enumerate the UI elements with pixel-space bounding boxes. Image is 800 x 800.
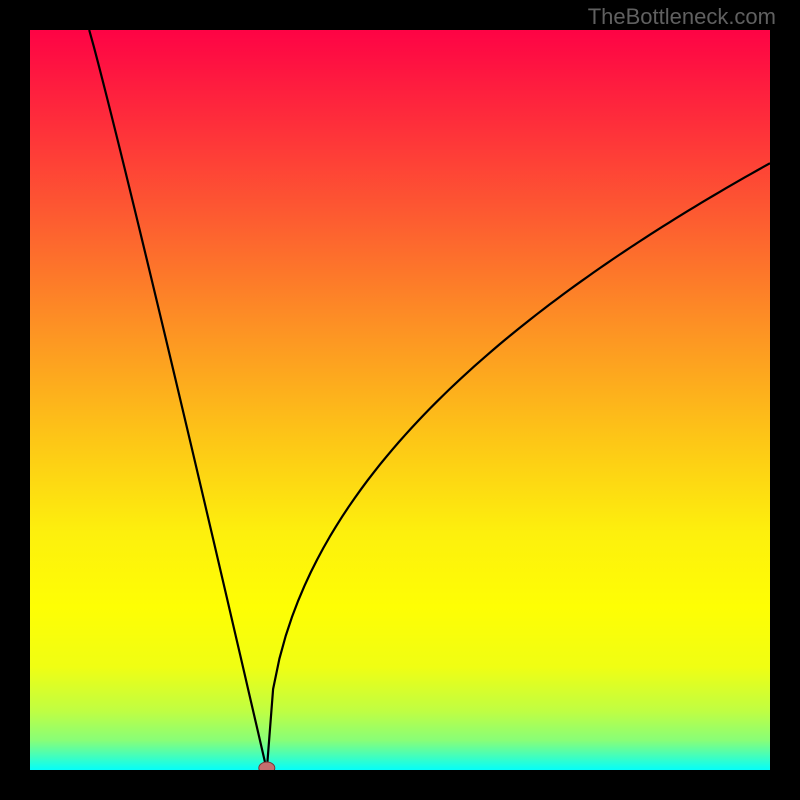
watermark-text: TheBottleneck.com: [588, 4, 776, 30]
chart-frame: TheBottleneck.com: [0, 0, 800, 800]
bottleneck-curve: [30, 30, 770, 770]
plot-area: [30, 30, 770, 770]
curve-minimum-marker: [259, 762, 275, 770]
